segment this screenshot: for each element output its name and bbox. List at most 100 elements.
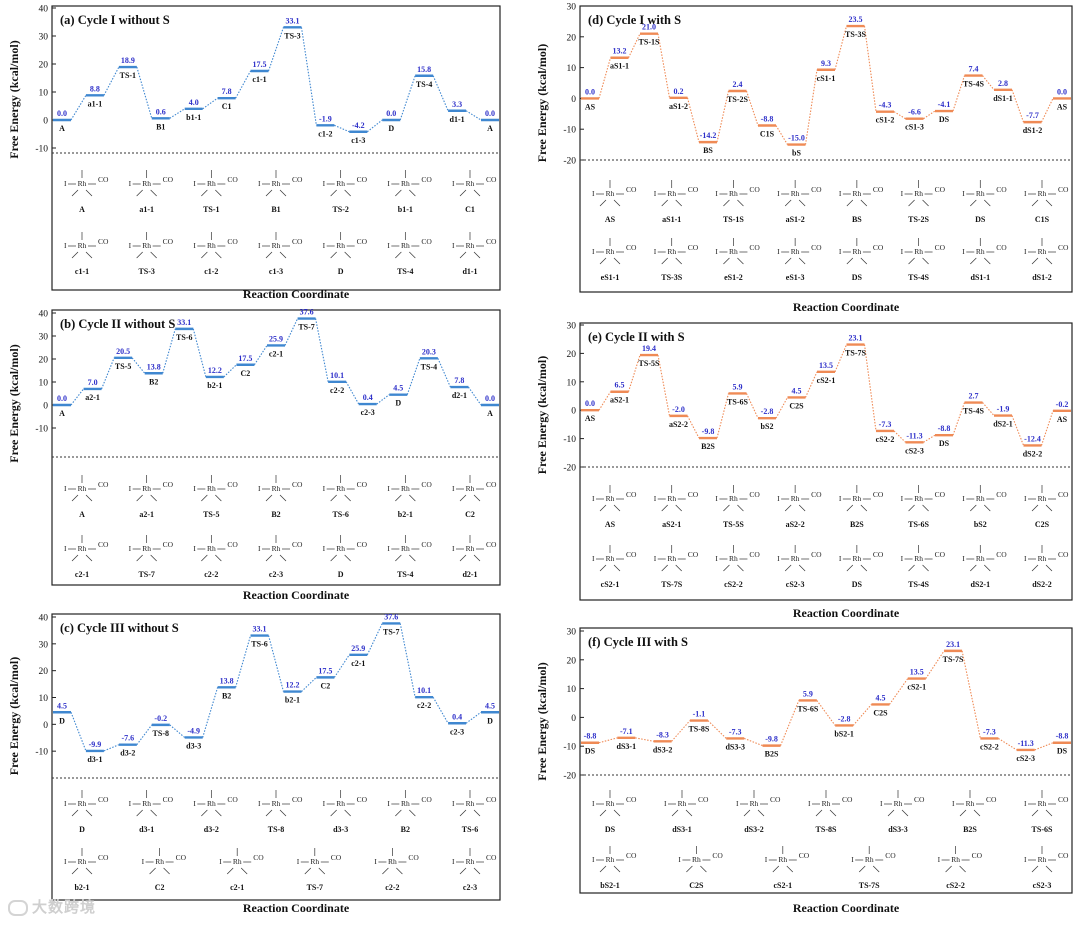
state-label: c2-3 bbox=[361, 408, 375, 417]
bond-line bbox=[613, 199, 621, 207]
value-label: 0.0 bbox=[585, 399, 595, 408]
state-label: TS-4S bbox=[963, 407, 984, 416]
structure-label: C2S bbox=[689, 881, 704, 890]
y-tick-label: 20 bbox=[567, 350, 577, 360]
state-label: TS-1 bbox=[120, 71, 136, 80]
structure-label: DS bbox=[852, 580, 863, 589]
bond-line bbox=[215, 251, 222, 259]
iodide-ligand: I bbox=[323, 799, 326, 808]
bond-line bbox=[136, 189, 143, 197]
rh-center: Rh bbox=[207, 544, 216, 553]
co-ligand: CO bbox=[986, 795, 997, 804]
connector-line bbox=[834, 344, 848, 373]
y-tick-label: 0 bbox=[571, 407, 576, 417]
iodide-ligand: I bbox=[592, 247, 595, 256]
connector-line bbox=[300, 27, 317, 126]
value-label: -9.9 bbox=[89, 740, 102, 749]
co-ligand: CO bbox=[408, 853, 419, 862]
iodide-ligand: I bbox=[765, 855, 768, 864]
bond-line bbox=[922, 199, 929, 207]
co-ligand: CO bbox=[842, 795, 853, 804]
structure-label: BS bbox=[852, 215, 862, 224]
bond-line bbox=[409, 189, 416, 197]
co-ligand: CO bbox=[749, 550, 760, 559]
iodide-ligand: I bbox=[678, 855, 681, 864]
bond-line bbox=[396, 867, 403, 875]
state-label: C2 bbox=[320, 681, 330, 690]
rh-center: Rh bbox=[976, 554, 985, 563]
rh-center: Rh bbox=[791, 189, 800, 198]
co-ligand: CO bbox=[873, 550, 884, 559]
structure-label: cS2-2 bbox=[946, 881, 965, 890]
bond-line bbox=[970, 257, 977, 265]
state-label: aS1-1 bbox=[610, 62, 629, 71]
co-ligand: CO bbox=[357, 175, 368, 184]
iodide-ligand: I bbox=[452, 857, 455, 866]
bond-line bbox=[959, 865, 966, 873]
value-label: 37.6 bbox=[384, 612, 398, 621]
bond-line bbox=[661, 257, 668, 265]
y-tick-label: -10 bbox=[35, 748, 48, 758]
bond-line bbox=[344, 809, 351, 817]
y-tick-label: 0 bbox=[43, 402, 48, 412]
panel-frame bbox=[51, 309, 501, 586]
co-ligand: CO bbox=[873, 185, 884, 194]
bond-line bbox=[613, 504, 621, 512]
bond-line bbox=[344, 494, 351, 502]
rh-center: Rh bbox=[791, 554, 800, 563]
structure-ts-6: Rh CO I TS-6 bbox=[452, 790, 497, 834]
bond-line bbox=[85, 251, 93, 259]
structure-label: C2S bbox=[1035, 520, 1050, 529]
bond-line bbox=[71, 251, 79, 259]
iodide-ligand: I bbox=[777, 494, 780, 503]
bond-line bbox=[723, 199, 730, 207]
y-tick-label: -10 bbox=[563, 435, 576, 445]
rh-center: Rh bbox=[233, 857, 242, 866]
bond-line bbox=[201, 809, 208, 817]
co-ligand: CO bbox=[98, 540, 109, 549]
value-label: -7.3 bbox=[983, 727, 996, 736]
structure-c2-2: Rh CO Ic2-2 bbox=[193, 535, 238, 579]
bond-line bbox=[945, 865, 952, 873]
structure-label: dS3-3 bbox=[888, 825, 908, 834]
bond-line bbox=[784, 504, 792, 512]
rh-center: Rh bbox=[692, 855, 701, 864]
y-axis-label: Free Energy (kcal/mol) bbox=[7, 40, 21, 158]
bond-line bbox=[846, 504, 854, 512]
rh-center: Rh bbox=[976, 494, 985, 503]
value-label: -14.2 bbox=[700, 131, 717, 140]
structure-as: Rh CO I AS bbox=[592, 180, 637, 224]
bond-line bbox=[686, 865, 693, 873]
bond-line bbox=[1045, 865, 1053, 873]
rh-center: Rh bbox=[1038, 554, 1047, 563]
connector-line bbox=[982, 402, 995, 416]
bond-line bbox=[279, 189, 287, 197]
structure-label: TS-6 bbox=[332, 510, 348, 519]
value-label: 19.4 bbox=[642, 344, 656, 353]
value-label: -2.8 bbox=[838, 714, 851, 723]
connector-line bbox=[923, 110, 936, 120]
bond-line bbox=[330, 809, 337, 817]
state-label: a1-1 bbox=[88, 99, 103, 108]
value-label: 13.8 bbox=[147, 362, 161, 371]
iodide-ligand: I bbox=[654, 247, 657, 256]
bond-line bbox=[922, 504, 929, 512]
iodide-ligand: I bbox=[839, 189, 842, 198]
state-label: TS-6 bbox=[176, 333, 192, 342]
structure-label: c2-3 bbox=[463, 883, 477, 892]
iodide-ligand: I bbox=[901, 554, 904, 563]
iodide-ligand: I bbox=[654, 554, 657, 563]
x-axis-label: Reaction Coordinate bbox=[793, 300, 900, 314]
connector-line bbox=[192, 328, 207, 378]
connector-line bbox=[334, 124, 350, 133]
panel-frame bbox=[579, 322, 1073, 601]
value-label: 18.9 bbox=[121, 56, 135, 65]
bond-line bbox=[599, 504, 607, 512]
connector-line bbox=[893, 111, 906, 120]
co-ligand: CO bbox=[486, 795, 497, 804]
co-ligand: CO bbox=[1058, 185, 1069, 194]
bond-line bbox=[85, 494, 93, 502]
structure-label: b2-1 bbox=[74, 883, 89, 892]
iodide-ligand: I bbox=[880, 799, 883, 808]
